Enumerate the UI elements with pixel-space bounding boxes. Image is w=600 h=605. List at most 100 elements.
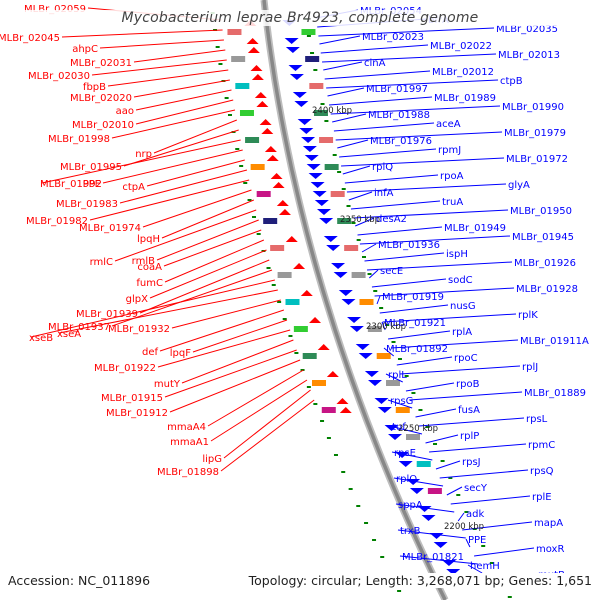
gene-label-right: rplP <box>460 431 479 442</box>
gene-label-right: MLBr_01997 <box>366 84 428 95</box>
forward-gene-marker <box>339 407 352 413</box>
forward-gene-marker <box>251 74 264 80</box>
gene-label-left: fumC <box>136 278 163 289</box>
gene-block <box>227 29 242 35</box>
gene-label-left: MLBr_01983 <box>56 199 118 210</box>
gene-label-right: MLBr_01821 <box>402 552 464 563</box>
reverse-gene-marker <box>421 515 436 521</box>
leader-line <box>207 369 304 427</box>
tick-mark <box>356 505 361 507</box>
gene-block <box>427 488 442 494</box>
leader-line <box>133 49 226 63</box>
gene-label-right: mapA <box>534 518 563 529</box>
gene-label-right: sppA <box>398 500 423 511</box>
gene-block <box>245 137 260 143</box>
gene-block <box>313 110 328 116</box>
tick-mark <box>235 148 240 150</box>
tick-mark <box>448 477 453 479</box>
leader-line <box>457 512 465 522</box>
leader-line <box>359 235 511 245</box>
leader-line <box>330 105 501 115</box>
leader-line <box>353 209 509 219</box>
leader-line <box>339 148 437 158</box>
forward-gene-marker <box>261 128 274 134</box>
gene-label-right: MLBr_02012 <box>432 67 494 78</box>
leader-line <box>439 469 529 479</box>
leader-line <box>382 313 517 323</box>
gene-label-left: MLBr_01974 <box>79 223 141 234</box>
gene-block <box>250 164 265 170</box>
gene-label-right: rplE <box>532 492 552 503</box>
gene-label-left: MLBr_02020 <box>70 93 132 104</box>
leader-line <box>107 69 229 87</box>
gene-label-left: MLBr_02010 <box>72 120 134 131</box>
tick-mark <box>397 358 402 360</box>
gene-label-left: lpqF <box>170 348 191 359</box>
gene-label-left: mmaA1 <box>170 437 209 448</box>
leader-line <box>111 269 273 327</box>
gene-label-right: secY <box>464 483 488 494</box>
leader-line <box>415 408 457 418</box>
tick-mark <box>310 52 315 54</box>
gene-label-left: ctpA <box>122 182 145 193</box>
leader-line <box>327 87 365 97</box>
gene-block <box>376 353 391 359</box>
leader-line <box>220 399 315 472</box>
forward-gene-marker <box>246 38 259 44</box>
tick-mark <box>277 301 282 303</box>
leader-line <box>383 347 395 357</box>
gene-label-left: MLBr_02059 <box>24 4 86 15</box>
leader-line <box>391 451 433 461</box>
leader-line <box>355 217 375 227</box>
leader-line <box>159 309 285 352</box>
gene-block <box>351 272 366 278</box>
tick-mark <box>362 256 366 258</box>
leader-line <box>30 279 276 338</box>
gene-block <box>386 380 401 386</box>
leader-line <box>332 113 367 123</box>
tick-mark <box>288 335 293 337</box>
tick-mark <box>320 103 325 105</box>
gene-label-right: ispH <box>446 249 468 260</box>
gene-label-right: rplK <box>518 310 538 321</box>
tick-mark <box>324 120 329 122</box>
reverse-gene-marker <box>310 182 325 188</box>
leader-line <box>41 139 241 184</box>
gene-label-right: PPE <box>468 535 486 546</box>
gene-label-left: PPE <box>83 179 101 190</box>
leader-line <box>467 564 483 574</box>
reverse-gene-marker <box>433 542 448 548</box>
leader-line <box>169 359 301 413</box>
gene-block <box>330 191 345 197</box>
tick-mark <box>425 426 430 428</box>
tick-mark <box>380 556 385 558</box>
leader-line <box>344 174 439 184</box>
tick-mark <box>224 97 229 99</box>
leader-line <box>397 529 466 539</box>
leader-line <box>135 99 234 125</box>
tick-mark <box>418 409 423 411</box>
gene-label-right: rplO <box>396 474 417 485</box>
tick-mark <box>256 233 261 235</box>
gene-label-left: MLBr_01922 <box>94 363 156 374</box>
gene-label-left: MLBr_01932 <box>108 324 170 335</box>
leader-line <box>161 199 254 239</box>
reverse-gene-marker <box>377 407 392 413</box>
gene-block <box>367 326 382 332</box>
gene-label-left: MLBr_01939 <box>76 309 138 320</box>
gene-label-right: aceA <box>436 119 461 130</box>
gene-label-left: MLBr_01995 <box>60 162 122 173</box>
leader-line <box>322 53 497 63</box>
leader-line <box>111 109 236 139</box>
leader-line <box>319 35 361 45</box>
reverse-gene-marker <box>398 461 413 467</box>
leader-line <box>357 226 443 236</box>
gene-label-left: def <box>142 347 159 358</box>
gene-label-left: rmlC <box>90 257 113 268</box>
gene-label-left: MLBr_01937 <box>48 322 110 333</box>
leader-line <box>389 425 423 435</box>
leader-line <box>425 434 459 444</box>
leader-line <box>171 299 281 329</box>
gene-label-right: MLBr_01911A <box>520 336 589 347</box>
leader-line <box>364 252 445 262</box>
